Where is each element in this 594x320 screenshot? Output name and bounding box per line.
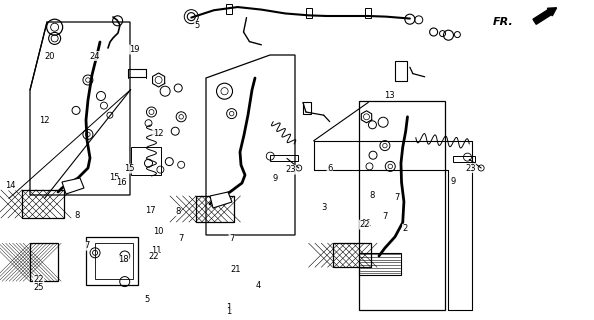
Text: 10: 10 (153, 227, 164, 236)
Text: 14: 14 (5, 181, 16, 190)
Text: 24: 24 (90, 52, 100, 60)
Text: 15: 15 (109, 173, 119, 182)
Text: 17: 17 (145, 206, 156, 215)
Text: 5: 5 (145, 295, 150, 304)
Text: 1: 1 (226, 308, 231, 316)
Text: 8: 8 (74, 211, 80, 220)
Bar (395, 61, 407, 81)
Text: 15: 15 (124, 164, 135, 173)
Bar (453, 156, 475, 162)
Polygon shape (210, 192, 232, 208)
Text: 22: 22 (359, 220, 370, 229)
Text: 7: 7 (394, 193, 400, 202)
Text: 3: 3 (321, 203, 327, 212)
Bar (270, 155, 298, 161)
Text: FR.: FR. (493, 17, 514, 28)
Text: 5: 5 (195, 21, 200, 30)
Text: 23: 23 (285, 165, 296, 174)
Text: 19: 19 (129, 45, 140, 54)
Text: 21: 21 (230, 265, 241, 274)
Text: 18: 18 (118, 255, 129, 264)
Bar (359, 253, 402, 275)
Text: 8: 8 (369, 191, 375, 200)
Bar (333, 243, 371, 267)
Text: 1: 1 (226, 303, 231, 312)
Bar (365, 8, 371, 19)
Text: 4: 4 (255, 281, 260, 290)
Bar (306, 8, 312, 18)
Bar (131, 147, 161, 175)
Bar (303, 102, 311, 115)
Bar (226, 4, 232, 14)
Text: 25: 25 (33, 283, 44, 292)
Bar (86, 237, 138, 285)
Polygon shape (62, 178, 84, 194)
Text: 12: 12 (153, 129, 163, 138)
Bar (22, 190, 64, 218)
Text: 12: 12 (39, 116, 50, 125)
Text: 7: 7 (178, 234, 184, 243)
Text: 7: 7 (84, 241, 90, 250)
Text: 11: 11 (361, 219, 372, 228)
Text: 13: 13 (384, 91, 394, 100)
Text: 2: 2 (403, 224, 407, 233)
Bar (128, 69, 146, 77)
Bar (95, 243, 133, 279)
Text: 23: 23 (465, 164, 476, 172)
Text: 7: 7 (382, 212, 388, 221)
FancyArrow shape (533, 8, 557, 24)
Bar (196, 196, 234, 222)
Text: 22: 22 (148, 252, 159, 261)
Text: 16: 16 (116, 178, 127, 187)
Text: 20: 20 (44, 52, 55, 60)
Text: 11: 11 (151, 246, 162, 255)
Text: 8: 8 (175, 207, 181, 216)
Text: 9: 9 (273, 174, 278, 183)
Text: 6: 6 (327, 164, 333, 173)
Text: 9: 9 (451, 177, 456, 186)
Text: 7: 7 (229, 234, 235, 243)
Text: 22: 22 (33, 276, 44, 284)
Bar (30, 243, 58, 281)
